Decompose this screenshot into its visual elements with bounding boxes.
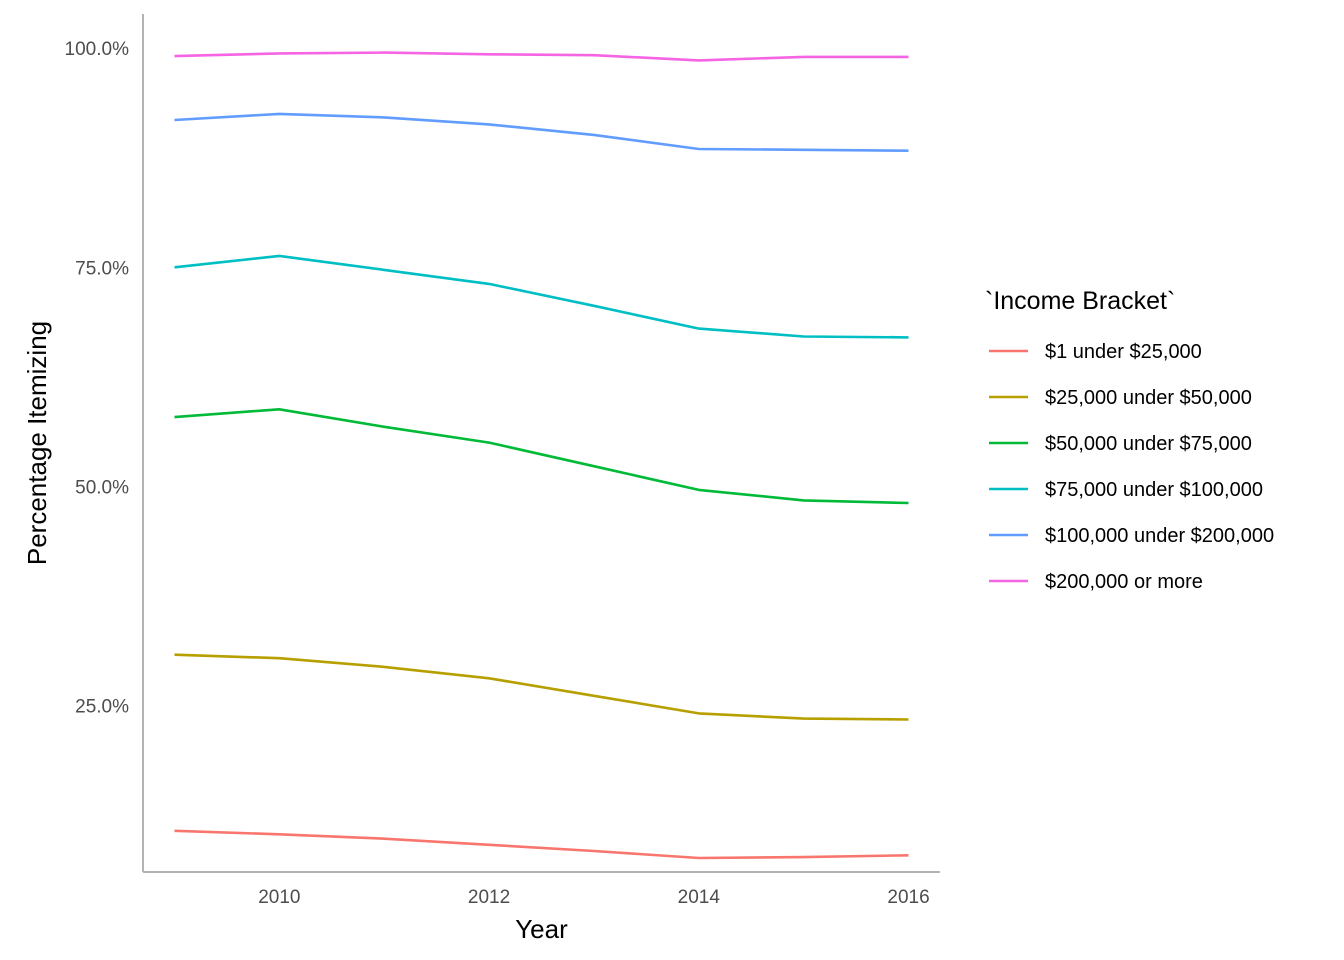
- legend-label: $75,000 under $100,000: [1045, 479, 1263, 501]
- legend-title: `Income Bracket`: [985, 287, 1175, 315]
- y-tick-label: 75.0%: [75, 258, 129, 279]
- legend-label: $25,000 under $50,000: [1045, 387, 1252, 409]
- series-line-25-000-under-50-000: [174, 653, 909, 721]
- y-tick-label: 25.0%: [75, 696, 129, 717]
- legend-label: $50,000 under $75,000: [1045, 433, 1252, 455]
- plot-area: [174, 51, 909, 860]
- y-tick-label: 50.0%: [75, 477, 129, 498]
- y-axis-title: Percentage Itemizing: [22, 321, 52, 565]
- series-line-100-000-under-200-000: [174, 112, 909, 152]
- axes: 25.0% 50.0% 75.0% 100.0% 2010 2012 2014 2016 Yea…: [22, 14, 940, 944]
- series-line-75-000-under-100-000: [174, 254, 909, 339]
- legend-label: $100,000 under $200,000: [1045, 525, 1274, 547]
- series-line-50-000-under-75-000: [174, 407, 909, 505]
- legend: `Income Bracket` $1 under $25,000 $25,000 …: [985, 287, 1274, 593]
- legend-label: $200,000 or more: [1045, 571, 1203, 593]
- legend-label: $1 under $25,000: [1045, 341, 1202, 363]
- x-tick-label: 2012: [468, 887, 510, 908]
- x-tick-label: 2014: [678, 887, 721, 908]
- x-tick-label: 2016: [887, 887, 929, 908]
- series-line-1-under-25-000: [174, 829, 909, 860]
- x-axis-title: Year: [515, 914, 568, 944]
- series-line-200-000-or-more: [174, 51, 909, 62]
- y-tick-label: 100.0%: [65, 39, 130, 60]
- x-tick-label: 2010: [258, 887, 300, 908]
